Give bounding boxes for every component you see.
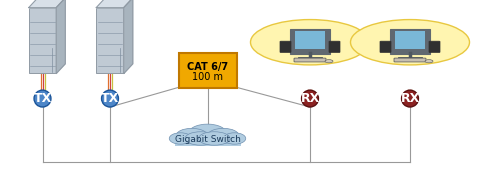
Text: 100 m: 100 m <box>192 72 223 82</box>
Polygon shape <box>29 0 65 8</box>
FancyBboxPatch shape <box>96 8 124 74</box>
Text: TX: TX <box>34 92 52 105</box>
FancyBboxPatch shape <box>294 58 326 62</box>
Ellipse shape <box>34 90 51 107</box>
Ellipse shape <box>198 132 230 145</box>
FancyBboxPatch shape <box>380 41 391 52</box>
FancyBboxPatch shape <box>295 31 325 49</box>
Text: CAT 6/7: CAT 6/7 <box>187 62 228 72</box>
Ellipse shape <box>350 20 470 65</box>
Polygon shape <box>96 0 133 8</box>
Ellipse shape <box>302 90 318 107</box>
Ellipse shape <box>425 60 433 63</box>
Text: Gigabit Switch: Gigabit Switch <box>174 135 240 144</box>
Ellipse shape <box>402 90 418 107</box>
Ellipse shape <box>250 20 370 65</box>
FancyBboxPatch shape <box>280 41 291 52</box>
Polygon shape <box>124 0 133 74</box>
FancyBboxPatch shape <box>394 58 426 62</box>
Ellipse shape <box>169 133 192 144</box>
Ellipse shape <box>176 128 208 143</box>
Ellipse shape <box>223 133 246 144</box>
FancyBboxPatch shape <box>174 137 240 146</box>
Ellipse shape <box>189 124 226 142</box>
FancyBboxPatch shape <box>329 41 340 52</box>
Text: RX: RX <box>300 92 320 105</box>
FancyBboxPatch shape <box>29 8 56 74</box>
FancyBboxPatch shape <box>290 29 330 54</box>
Text: TX: TX <box>101 92 119 105</box>
Text: RX: RX <box>400 92 419 105</box>
FancyBboxPatch shape <box>429 41 440 52</box>
FancyBboxPatch shape <box>395 31 425 49</box>
FancyBboxPatch shape <box>178 53 236 88</box>
Ellipse shape <box>325 60 333 63</box>
Ellipse shape <box>208 128 239 143</box>
Polygon shape <box>56 0 65 74</box>
Ellipse shape <box>102 90 118 107</box>
Ellipse shape <box>185 132 216 145</box>
FancyBboxPatch shape <box>390 29 430 54</box>
